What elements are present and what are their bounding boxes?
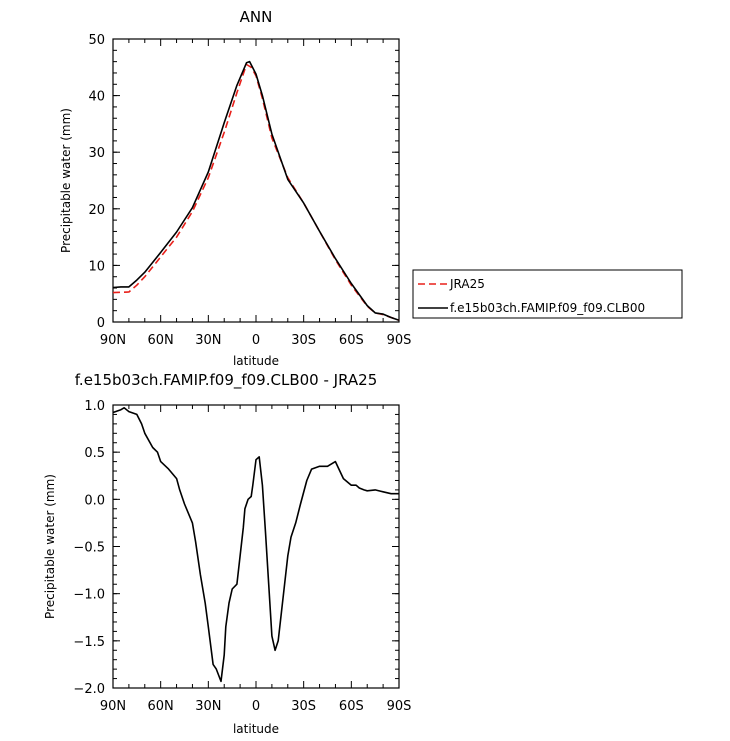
y-tick-label: 30 xyxy=(88,146,105,161)
y-axis-label: Precipitable water (mm) xyxy=(43,474,57,619)
series-line xyxy=(112,406,399,683)
y-tick-label: 0 xyxy=(97,316,105,331)
y-tick-label: −0.5 xyxy=(73,541,105,556)
y-axis-label: Precipitable water (mm) xyxy=(59,108,73,253)
x-tick-label: 30N xyxy=(195,333,221,348)
top-panel: ANN 90N 60N 30N 0 30S 60S 90S 0 10 20 30 40 50 latit… xyxy=(59,8,411,368)
x-tick-label: 30N xyxy=(195,699,221,714)
x-tick-label: 30S xyxy=(291,699,316,714)
y-tick-label: 0.0 xyxy=(84,493,105,508)
y-tick-label: −2.0 xyxy=(73,682,105,697)
plot-frame xyxy=(112,38,400,323)
x-tick-label: 90S xyxy=(387,699,412,714)
legend-box xyxy=(412,269,683,319)
y-tick-label: 40 xyxy=(88,90,105,105)
x-axis-label: latitude xyxy=(233,722,279,736)
y-tick-label: 50 xyxy=(88,33,105,48)
legend-label-jra25: JRA25 xyxy=(449,277,485,291)
x-tick-label: 0 xyxy=(252,333,260,348)
y-tick-label: 10 xyxy=(88,259,105,274)
y-tick-label: −1.0 xyxy=(73,588,105,603)
series-line xyxy=(112,60,400,322)
axis-ticks: 90N 60N 30N 0 30S 60S 90S −2.0 −1.5 −1.0 −0.5 0.0 0.… xyxy=(73,399,411,714)
axis-ticks: 90N 60N 30N 0 30S 60S 90S 0 10 20 30 40 50 xyxy=(88,33,411,348)
series-group xyxy=(112,60,400,322)
series-group xyxy=(112,406,399,683)
y-tick-label: 0.5 xyxy=(84,446,105,461)
chart-title: ANN xyxy=(240,8,273,26)
x-tick-label: 90N xyxy=(100,699,126,714)
chart-title: f.e15b03ch.FAMIP.f09_f09.CLB00 - JRA25 xyxy=(75,371,378,390)
y-tick-label: −1.5 xyxy=(73,635,105,650)
x-tick-label: 60N xyxy=(148,333,174,348)
x-tick-label: 30S xyxy=(291,333,316,348)
x-tick-label: 90N xyxy=(100,333,126,348)
legend-label-model: f.e15b03ch.FAMIP.f09_f09.CLB00 xyxy=(450,301,645,315)
x-tick-label: 0 xyxy=(252,699,260,714)
x-tick-label: 60S xyxy=(339,333,364,348)
bottom-panel: f.e15b03ch.FAMIP.f09_f09.CLB00 - JRA25 9… xyxy=(43,371,411,736)
series-line xyxy=(112,63,400,322)
x-axis-label: latitude xyxy=(233,354,279,368)
x-tick-label: 60N xyxy=(148,699,174,714)
x-tick-label: 90S xyxy=(387,333,412,348)
legend: JRA25 f.e15b03ch.FAMIP.f09_f09.CLB00 xyxy=(412,269,683,319)
y-tick-label: 20 xyxy=(88,203,105,218)
y-tick-label: 1.0 xyxy=(84,399,105,414)
plot-frame xyxy=(112,404,400,689)
x-tick-label: 60S xyxy=(339,699,364,714)
